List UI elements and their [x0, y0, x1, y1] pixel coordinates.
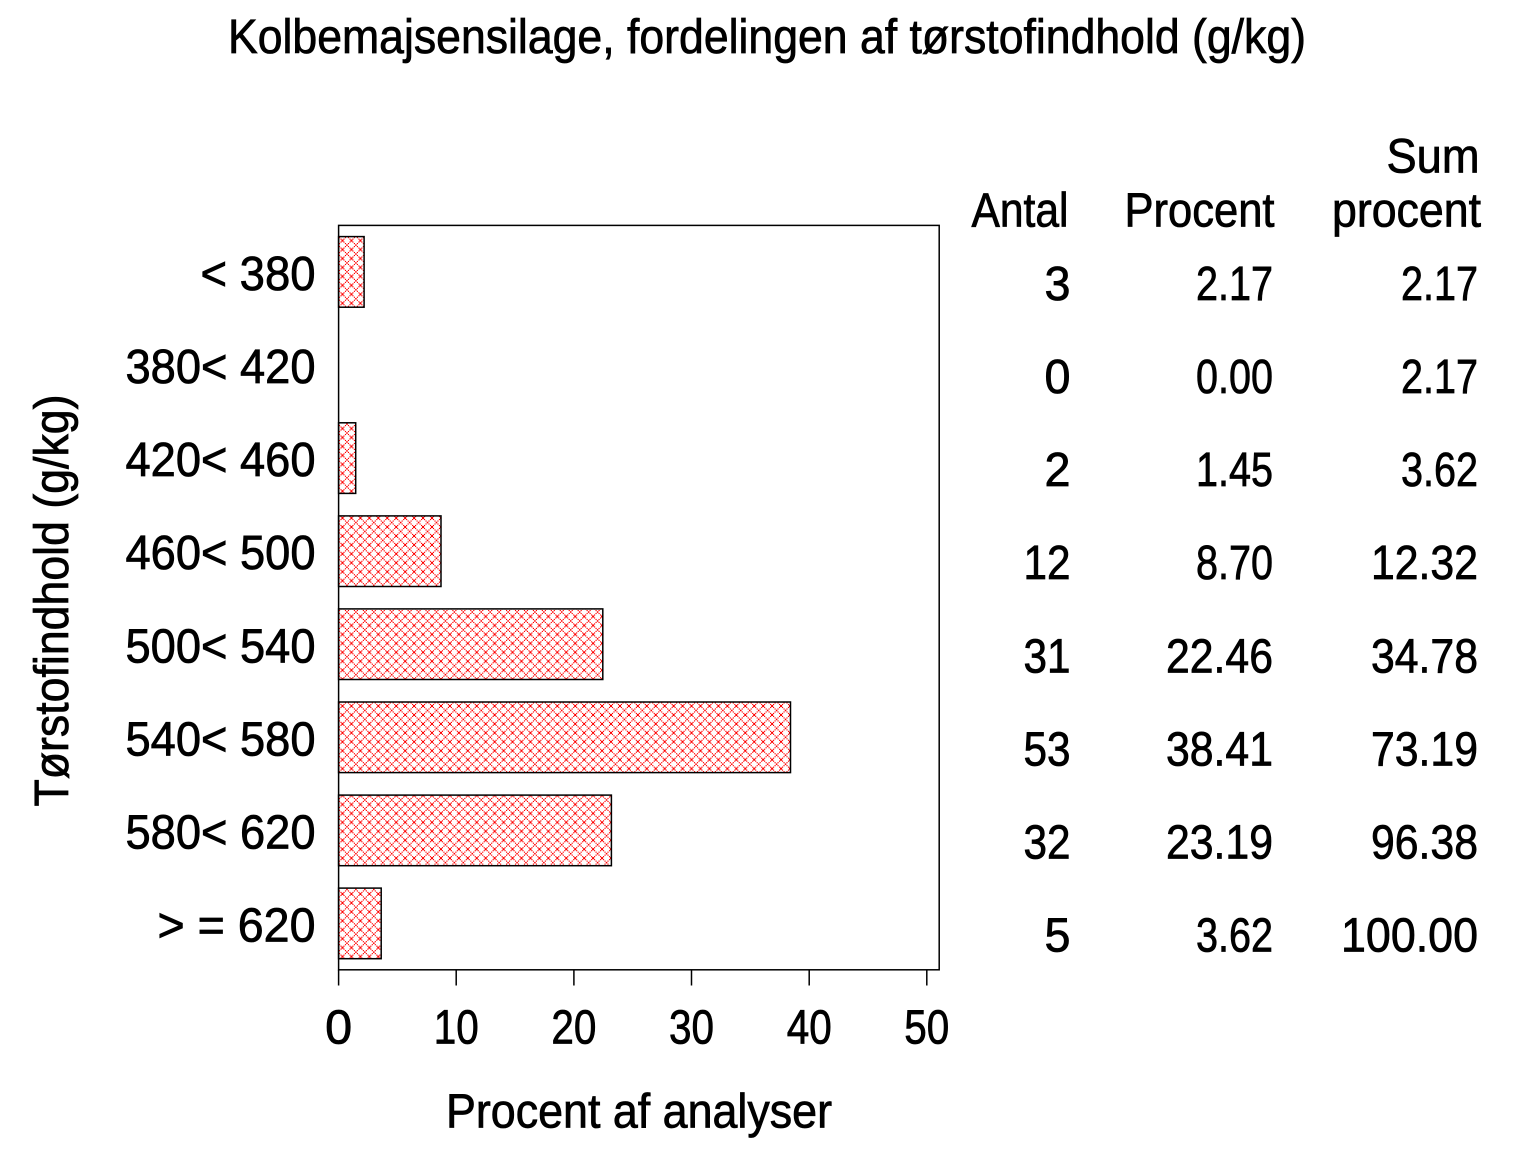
svg-text:32: 32 [1024, 816, 1071, 869]
svg-text:100.00: 100.00 [1341, 910, 1478, 963]
svg-text:3.62: 3.62 [1196, 910, 1273, 963]
svg-text:8.70: 8.70 [1196, 537, 1273, 590]
svg-text:0: 0 [325, 1002, 352, 1055]
svg-text:73.19: 73.19 [1371, 723, 1478, 776]
svg-text:540< 580: 540< 580 [126, 713, 316, 766]
svg-text:460< 500: 460< 500 [126, 527, 316, 580]
svg-text:40: 40 [787, 1002, 832, 1055]
svg-text:420< 460: 420< 460 [126, 434, 316, 487]
svg-text:10: 10 [434, 1002, 479, 1055]
svg-text:22.46: 22.46 [1166, 630, 1273, 683]
svg-text:23.19: 23.19 [1166, 816, 1273, 869]
svg-text:2.17: 2.17 [1401, 351, 1478, 404]
svg-text:34.78: 34.78 [1371, 630, 1478, 683]
svg-text:2.17: 2.17 [1196, 258, 1273, 311]
svg-text:Procent af analyser: Procent af analyser [446, 1086, 832, 1139]
svg-text:3: 3 [1045, 258, 1071, 311]
svg-text:0: 0 [1045, 351, 1071, 404]
svg-text:53: 53 [1024, 723, 1071, 776]
svg-text:Sum: Sum [1387, 130, 1480, 183]
svg-text:1.45: 1.45 [1196, 444, 1273, 497]
svg-text:Procent: Procent [1125, 185, 1275, 238]
svg-text:50: 50 [904, 1002, 949, 1055]
svg-text:2.17: 2.17 [1401, 258, 1478, 311]
svg-text:580< 620: 580< 620 [126, 806, 316, 859]
svg-text:2: 2 [1045, 444, 1071, 497]
svg-text:38.41: 38.41 [1166, 723, 1273, 776]
svg-text:380< 420: 380< 420 [126, 341, 316, 394]
svg-text:0.00: 0.00 [1196, 351, 1273, 404]
svg-text:500< 540: 500< 540 [126, 620, 316, 673]
svg-text:Tørstofindhold (g/kg): Tørstofindhold (g/kg) [26, 395, 79, 807]
svg-text:5: 5 [1045, 910, 1071, 963]
svg-text:> = 620: > = 620 [158, 900, 316, 953]
svg-text:96.38: 96.38 [1371, 816, 1478, 869]
svg-text:31: 31 [1024, 630, 1071, 683]
svg-text:Antal: Antal [972, 185, 1069, 238]
svg-text:Kolbemajsensilage, fordelinge: Kolbemajsensilage, fordelingen af tørsto… [228, 11, 1306, 64]
svg-text:procent: procent [1332, 185, 1481, 238]
svg-text:20: 20 [551, 1002, 596, 1055]
svg-text:12.32: 12.32 [1371, 537, 1478, 590]
svg-text:3.62: 3.62 [1401, 444, 1478, 497]
svg-text:30: 30 [669, 1002, 714, 1055]
svg-text:< 380: < 380 [201, 248, 316, 301]
svg-text:12: 12 [1024, 537, 1071, 590]
